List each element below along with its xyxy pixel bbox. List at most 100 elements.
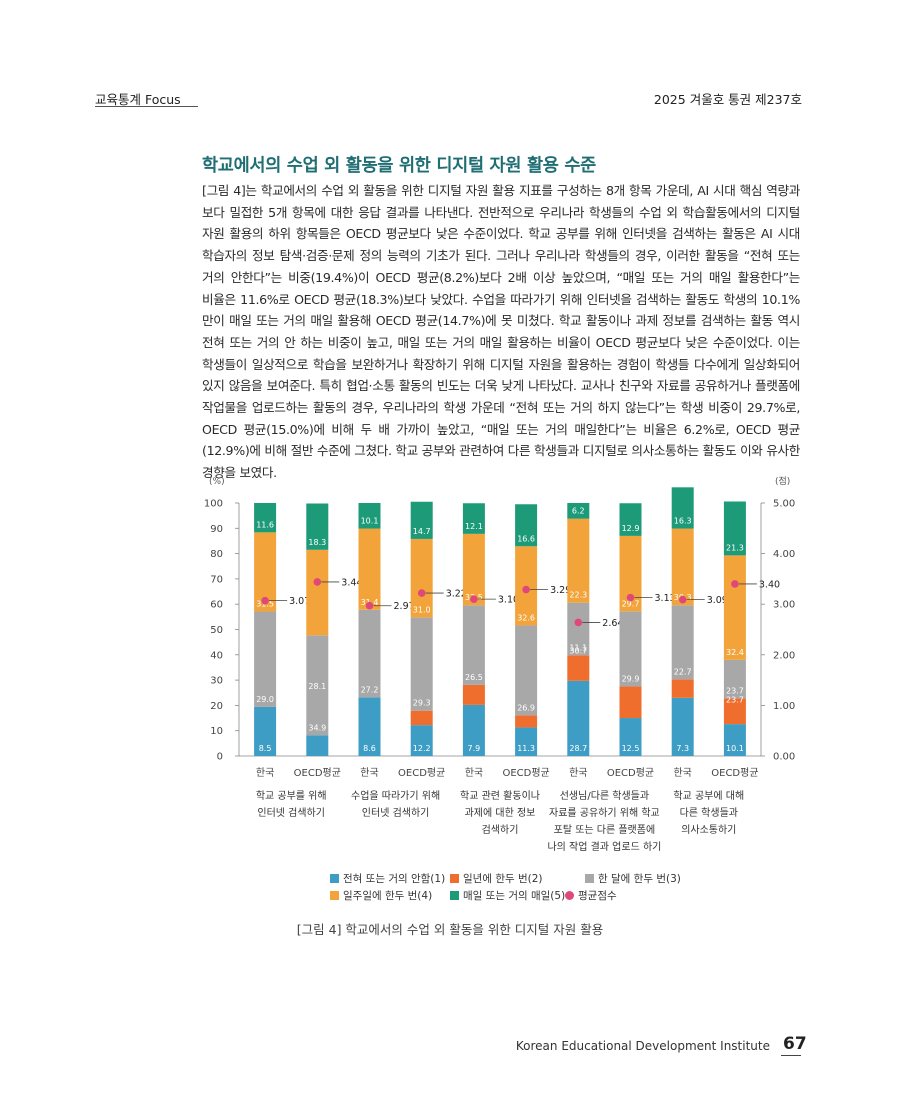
bar-segment-label: 26.5 <box>465 673 483 682</box>
y-tick-label: 40 <box>210 650 223 661</box>
bar-segment-5 <box>515 504 538 547</box>
bar-segment-1 <box>254 706 277 756</box>
x-group-label-line: 의사소통하기 <box>681 823 736 836</box>
bar-segment-3 <box>462 605 485 685</box>
bar-segment-label: 26.9 <box>517 703 535 712</box>
avg-label: 3.13 <box>655 593 676 604</box>
bar-segment-4 <box>462 533 485 606</box>
bar-segment-2 <box>723 698 746 725</box>
bar-segment-label: 11.3 <box>517 744 535 753</box>
bar-segment-label: 28.7 <box>569 744 587 753</box>
bar-segment-label: 12.1 <box>465 522 483 531</box>
legend-label: 매일 또는 거의 매일(5) <box>463 890 566 902</box>
bar-segment-label: 12.5 <box>622 744 640 753</box>
x-tick-label: OECD평균 <box>711 767 758 779</box>
bar-segment-3 <box>619 611 642 687</box>
footer-organization: Korean Educational Development Institute <box>515 1039 770 1053</box>
x-tick-label: OECD평균 <box>294 767 341 779</box>
x-tick-label: OECD평균 <box>607 767 654 779</box>
avg-label: 3.44 <box>341 577 362 588</box>
bar-segment-label: 23.7 <box>726 687 744 696</box>
bar-segment-2 <box>462 684 485 705</box>
bar-segment-1 <box>723 724 746 756</box>
legend-item-s5: 매일 또는 거의 매일(5) <box>450 888 565 903</box>
bar-segment-label: 10.1 <box>726 744 744 753</box>
avg-point <box>678 595 687 604</box>
x-group-label: 학교 공부를 위해 인터넷 검색하기 <box>256 789 327 819</box>
bar-segment-label: 29.3 <box>413 699 431 708</box>
avg-point <box>313 578 322 586</box>
bar-segment-3 <box>306 635 329 736</box>
x-group-label-line: 선생님/다른 학생들과 <box>560 790 649 802</box>
bar-segment-label: 16.3 <box>674 517 692 526</box>
bar-segment-4 <box>567 518 590 603</box>
x-group-label-line: 수업을 따라가기 위해 <box>351 789 440 802</box>
x-tick-label: 한국 <box>256 767 274 779</box>
bar-segment-5 <box>410 501 433 539</box>
legend-swatch <box>450 874 459 883</box>
x-tick-label: 한국 <box>465 767 483 779</box>
running-header-issue: 2025 겨울호 통권 제237호 <box>653 92 802 107</box>
bar-segment-3 <box>410 617 433 711</box>
bar-segment-5 <box>462 503 485 534</box>
bar-segment-5 <box>619 503 642 536</box>
bar-segment-label: 29.7 <box>622 599 640 608</box>
bar-segment-1 <box>515 727 538 756</box>
bar-segment-label: 29.0 <box>256 695 274 704</box>
avg-label: 3.22 <box>446 589 467 600</box>
figure-caption: [그림 4] 학교에서의 수업 외 활동을 위한 디지털 자원 활용 <box>296 922 604 937</box>
bar-segment-label: 12.2 <box>413 744 431 753</box>
bar-segment-3 <box>254 611 277 707</box>
x-group-label-line: 학교 공부를 위해 <box>256 789 327 802</box>
bar-segment-label: 32.4 <box>726 648 744 657</box>
y-tick-label: 30 <box>210 676 223 687</box>
page-number: 67 <box>783 1034 807 1054</box>
bar-segment-1 <box>567 680 590 756</box>
bar-segment-5 <box>358 503 381 529</box>
bar-extra-label: 30.7 <box>569 647 587 656</box>
x-group-label-line: 나의 작업 결과 업로드 하기 <box>547 840 661 853</box>
x-group-label-line: 인터넷 검색하기 <box>362 806 430 819</box>
bar-segment-5 <box>723 501 746 556</box>
bar-segment-5 <box>671 487 694 529</box>
bar-segment-1 <box>671 697 694 756</box>
bar-segment-1 <box>462 704 485 756</box>
x-tick-label: 한국 <box>360 767 378 779</box>
y-tick-label: 10 <box>210 726 223 737</box>
x-group-label: 학교 관련 활동이나 과제에 대한 정보 검색하기 <box>460 789 540 836</box>
bar-segment-2 <box>410 710 433 726</box>
y-axis-unit-right: (점) <box>775 475 790 487</box>
avg-point <box>626 593 635 602</box>
bar-segment-label: 8.5 <box>259 744 272 753</box>
x-group-label-line: 포탈 또는 다른 플랫폼에 <box>554 823 656 836</box>
bar-segment-label: 7.9 <box>468 744 481 753</box>
y2-tick-label: 4.00 <box>773 549 795 560</box>
y2-tick-label: 3.00 <box>773 600 795 611</box>
bar-segment-label: 18.3 <box>308 538 326 547</box>
bar-segment-1 <box>306 735 329 756</box>
x-group-label-line: 자료를 공유하기 위해 학교 <box>549 806 660 819</box>
avg-label: 3.10 <box>498 595 519 606</box>
bar-segment-label: 11.6 <box>256 520 274 529</box>
bar-segment-label: 29.9 <box>622 674 640 683</box>
y-tick-label: 100 <box>204 499 223 510</box>
y2-tick-label: 5.00 <box>773 499 795 510</box>
y-tick-label: 80 <box>210 549 223 560</box>
bar-segment-label: 27.2 <box>361 685 379 694</box>
avg-point <box>417 589 426 597</box>
bar-segment-label: 6.2 <box>572 507 585 516</box>
avg-point <box>261 596 269 605</box>
bar-segment-label: 12.9 <box>622 524 640 533</box>
bar-segment-1 <box>619 718 642 756</box>
y-tick-label: 70 <box>210 574 223 585</box>
stacked-bar-chart: (%) (점) 0 10 20 30 40 50 60 70 80 90 100 0.00 1.00 2.00… <box>204 475 795 853</box>
bar-segment-5 <box>306 503 329 550</box>
bar-segment-4 <box>723 555 746 660</box>
x-group-label-line: 다른 학생들과 <box>680 807 738 819</box>
y2-tick-label: 2.00 <box>773 650 795 661</box>
x-group-label-line: 학교 관련 활동이나 <box>460 789 540 802</box>
legend-swatch <box>585 874 594 883</box>
avg-label: 3.29 <box>550 585 571 596</box>
